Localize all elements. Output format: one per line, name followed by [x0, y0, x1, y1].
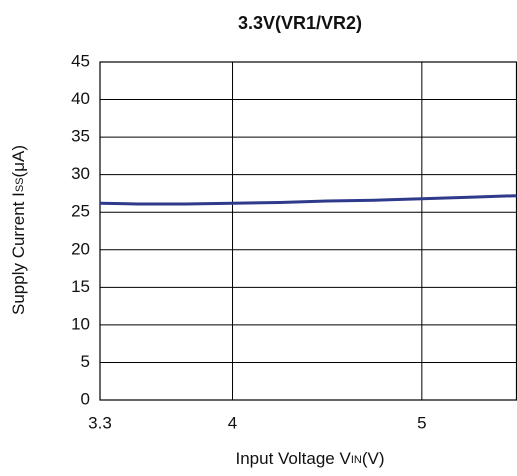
axis-label-part: (V)	[362, 449, 385, 468]
axis-label-part: Input Voltage V	[236, 449, 352, 468]
plot-frame	[99, 61, 517, 401]
axis-label-part: IN	[351, 454, 362, 466]
y-tick-label: 0	[81, 389, 90, 408]
axis-label-part: SS	[14, 177, 26, 192]
axis-label-part: Supply Current I	[9, 192, 28, 315]
y-tick-label: 35	[71, 127, 90, 146]
y-tick-label: 5	[81, 352, 90, 371]
y-tick-label: 40	[71, 89, 90, 108]
x-tick-label: 4	[228, 413, 237, 432]
chart-title: 3.3V(VR1/VR2)	[238, 13, 362, 33]
x-tick-label: 3.3	[88, 413, 112, 432]
data-line	[99, 194, 517, 206]
y-tick-label: 30	[71, 164, 90, 183]
x-tick-label: 5	[417, 413, 426, 432]
y-tick-label: 10	[71, 314, 90, 333]
axis-label: Input Voltage VIN(V)	[236, 449, 385, 468]
y-tick-label: 15	[71, 277, 90, 296]
axis-label-part: (μA)	[9, 145, 28, 177]
y-tick-label: 45	[71, 51, 90, 70]
y-tick-label: 20	[71, 239, 90, 258]
axis-label: Supply Current ISS(μA)	[9, 145, 28, 315]
y-tick-label: 25	[71, 202, 90, 221]
